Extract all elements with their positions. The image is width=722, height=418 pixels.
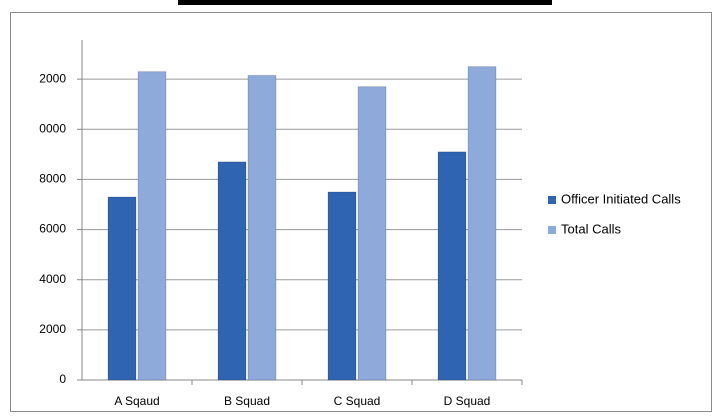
chart-border <box>10 12 712 412</box>
bar <box>137 71 167 381</box>
y-tick-label: 0 <box>59 372 66 386</box>
legend-label: Officer Initiated Calls <box>561 191 681 206</box>
y-tick-label: 0000 <box>39 121 66 135</box>
y-tick-label: 6000 <box>39 222 66 236</box>
y-tick-label: 8000 <box>39 172 66 186</box>
y-tick-label: 4000 <box>39 272 66 286</box>
x-tick-label: C Squad <box>334 394 381 408</box>
y-tick-label: 2000 <box>39 322 66 336</box>
x-tick-label: A Sqaud <box>114 394 159 408</box>
bar <box>217 161 247 381</box>
title-bar <box>178 0 552 5</box>
legend-swatch <box>548 226 556 234</box>
legend-swatch <box>548 196 556 204</box>
bar <box>327 191 357 381</box>
bar <box>247 74 277 381</box>
legend-label: Total Calls <box>561 221 621 236</box>
x-tick-label: D Squad <box>444 394 491 408</box>
bar <box>437 151 467 381</box>
bar <box>107 196 137 381</box>
bar <box>467 66 497 381</box>
bar <box>357 86 387 381</box>
y-tick-label: 2000 <box>39 71 66 85</box>
x-tick-label: B Squad <box>224 394 270 408</box>
